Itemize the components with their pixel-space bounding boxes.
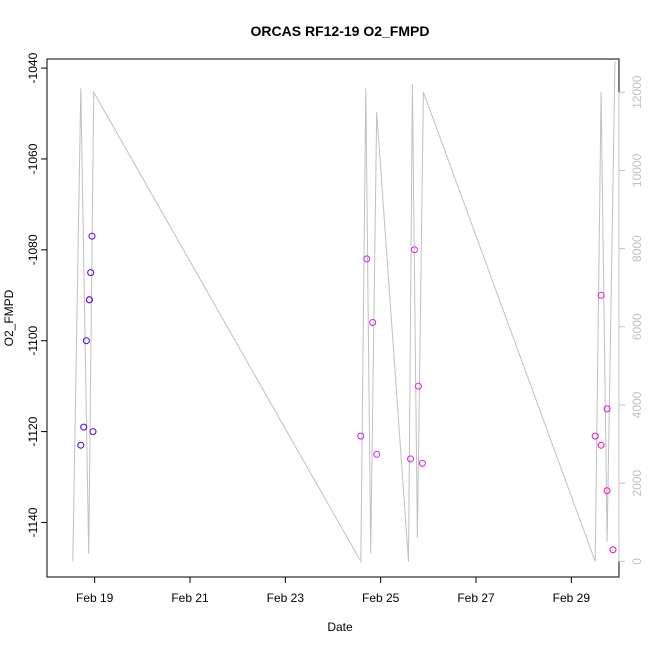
- altitude-layer: [72, 60, 616, 564]
- x-tick-label-4: Feb 27: [457, 591, 495, 605]
- y-tick-label-4: -1060: [26, 143, 40, 174]
- y-tick-label-1: -1120: [26, 416, 40, 446]
- data-point-rf16-0: [407, 455, 414, 463]
- data-point-rf16-3: [418, 459, 426, 467]
- data-point-rf12-2: [82, 337, 90, 345]
- data-point-rf18-2: [603, 405, 611, 413]
- data-point-rf19-0: [597, 441, 605, 449]
- data-point-rf15-3: [373, 450, 381, 458]
- data-point-rf15-0: [357, 432, 365, 440]
- y2-tick-label-1: 2000: [630, 470, 644, 497]
- data-point-rf18-0: [591, 432, 599, 440]
- y-tick-label-3: -1080: [26, 234, 40, 265]
- y2-tick-label-6: 12000: [630, 75, 644, 109]
- y2-axis: 0 2000 4000 6000 8000 10000 12000: [618, 75, 644, 565]
- y-axis-title: O2_FMPD: [2, 289, 16, 346]
- data-point-rf15-2: [369, 319, 377, 326]
- points-layer: [77, 232, 617, 554]
- x-axis-title: Date: [327, 620, 353, 634]
- data-point-rf12-0: [77, 441, 85, 449]
- y-axis: -1140 -1120 -1100 -1080 -1060 -1040: [26, 52, 48, 537]
- y2-tick-label-5: 10000: [630, 153, 644, 187]
- y2-tick-label-0: 0: [630, 558, 644, 565]
- x-axis: Feb 19 Feb 21 Feb 23 Feb 25 Feb 27 Feb 29: [76, 576, 591, 605]
- data-point-rf12-1: [80, 423, 88, 431]
- altitude-line: [72, 60, 616, 564]
- chart-title: ORCAS RF12-19 O2_FMPD: [251, 23, 430, 39]
- x-tick-label-5: Feb 29: [553, 591, 591, 605]
- y2-tick-label-3: 6000: [630, 313, 644, 340]
- x-tick-label-2: Feb 23: [267, 591, 305, 605]
- data-point-rf15-1: [363, 255, 371, 263]
- data-point-rf13-3: [89, 428, 97, 436]
- data-point-rf16-2: [414, 382, 422, 390]
- x-tick-label-0: Feb 19: [76, 591, 114, 605]
- y-tick-label-0: -1140: [26, 507, 40, 537]
- y2-tick-label-4: 8000: [630, 235, 644, 262]
- data-point-rf13-2: [88, 232, 96, 240]
- data-point-rf18-1: [597, 291, 605, 299]
- plot-frame: [46, 58, 620, 578]
- y-tick-label-5: -1040: [26, 52, 40, 83]
- data-point-rf19-2: [609, 546, 617, 554]
- y2-tick-label-2: 4000: [630, 391, 644, 418]
- x-tick-label-3: Feb 25: [362, 591, 400, 605]
- data-point-rf16-1: [410, 246, 418, 254]
- data-point-rf13-0: [85, 296, 93, 304]
- x-tick-label-1: Feb 21: [171, 591, 209, 605]
- data-point-rf19-1: [603, 487, 611, 495]
- y-tick-label-2: -1100: [26, 325, 40, 355]
- data-point-rf13-1: [87, 269, 95, 277]
